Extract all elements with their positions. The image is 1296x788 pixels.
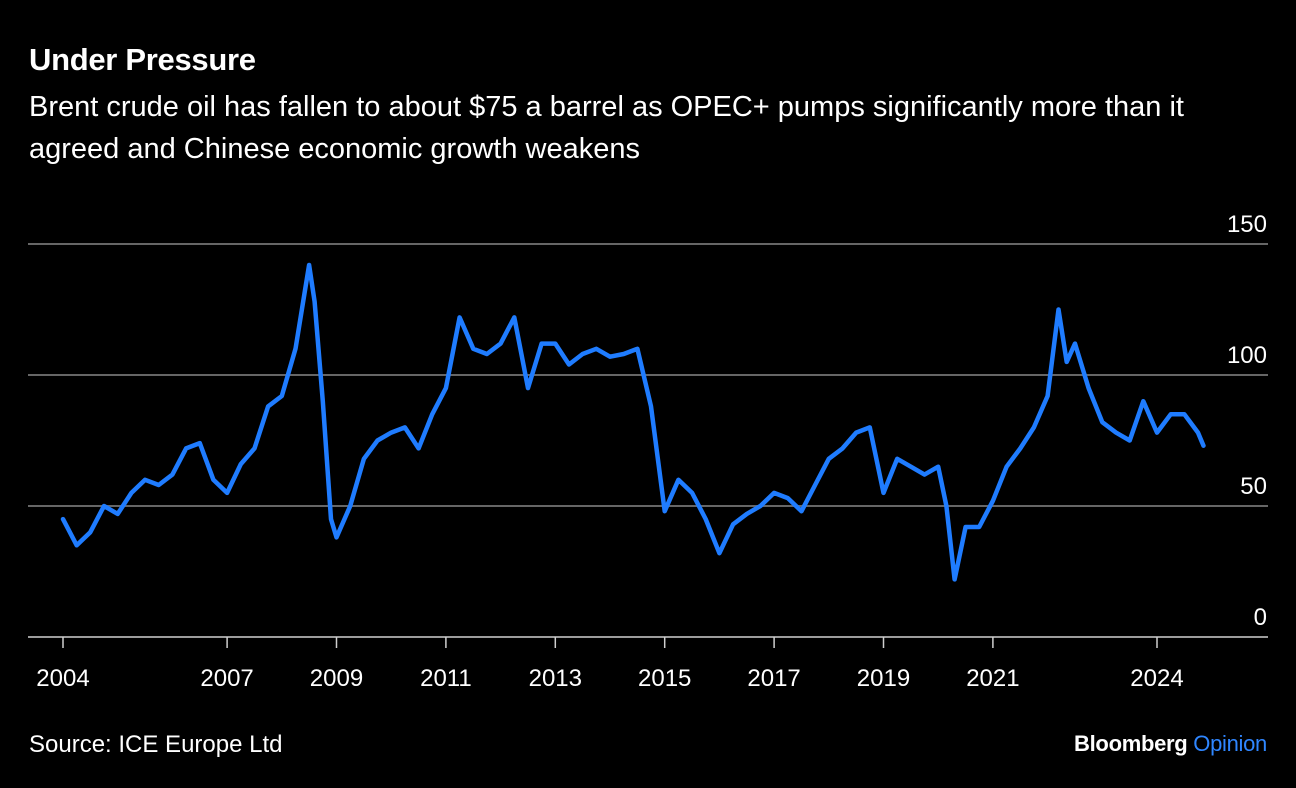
x-tick-label: 2011 [420,665,472,692]
y-tick-label: 50 [1240,473,1267,500]
x-tick-label: 2015 [638,665,691,692]
x-tick-label: 2009 [310,665,363,692]
y-axis-ticks: 0 50 100 150 [1227,211,1267,631]
bloomberg-opinion-logo: Bloomberg Opinion [1074,731,1267,757]
gridlines [28,243,1268,638]
x-tick-label: 2017 [747,665,800,692]
x-tick-label: 2019 [857,665,910,692]
y-tick-label: 100 [1227,342,1267,369]
y-tick-label: 0 [1254,604,1267,631]
x-tick-label: 2021 [966,665,1019,692]
x-tick-label: 2004 [36,665,89,692]
chart-subtitle: Brent crude oil has fallen to about $75 … [29,91,1184,165]
brent-price-line [60,262,1206,582]
x-tick-label: 2007 [200,665,253,692]
chart-title: Under Pressure [29,42,256,77]
brand-section: Opinion [1193,731,1267,756]
x-axis-ticks: 2004 2007 2009 2011 2013 2015 2017 2019 2021 2024 [36,637,1184,692]
y-tick-label: 150 [1227,211,1267,238]
brand-name: Bloomberg [1074,731,1188,756]
source-note: Source: ICE Europe Ltd [29,731,283,758]
x-tick-label: 2013 [529,665,582,692]
x-tick-label: 2024 [1130,665,1183,692]
